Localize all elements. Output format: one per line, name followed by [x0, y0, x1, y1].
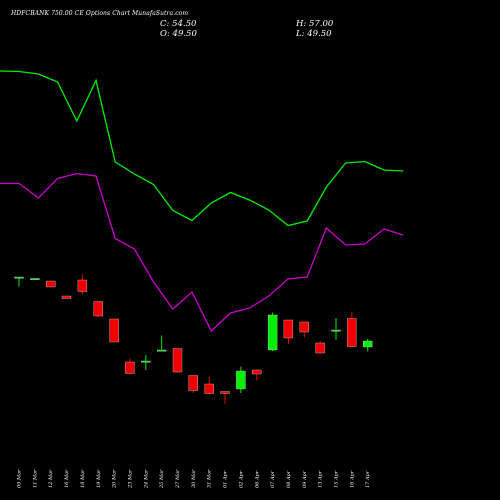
candle-17-apr: [363, 339, 373, 352]
candle-body: [93, 301, 103, 317]
candle-16-mar: [61, 295, 72, 299]
low-value: L: 49.50: [296, 29, 332, 39]
candle-31-mar: [204, 377, 214, 395]
candle-16-apr: [347, 311, 357, 347]
candle-body: [363, 340, 373, 348]
candle-27-mar: [172, 348, 183, 373]
magenta-indicator-line: [0, 172, 404, 333]
x-tick-label: 20 Mar: [112, 469, 118, 489]
x-tick-label: 02 Apr: [238, 470, 244, 488]
candle-09-apr: [299, 321, 309, 338]
candlestick-series: [14, 274, 373, 404]
candle-body: [125, 361, 135, 374]
candle-body: [172, 348, 183, 373]
candle-12-mar: [46, 280, 56, 288]
candle-07-apr: [267, 312, 278, 351]
candle-body: [283, 319, 294, 339]
x-tick-label: 27 Mar: [175, 469, 181, 489]
x-tick-label: 08 Apr: [286, 470, 292, 488]
open-value: O: 49.50: [160, 29, 197, 39]
close-value: C: 54.50: [160, 19, 197, 29]
candle-20-mar: [109, 318, 119, 343]
candle-25-mar: [157, 335, 167, 352]
x-tick-label: 31 Mar: [207, 469, 213, 488]
candle-body: [315, 342, 325, 354]
indicator-lines: [0, 70, 404, 333]
candle-body: [188, 375, 198, 391]
candle-body: [14, 276, 24, 279]
candle-body: [46, 280, 56, 288]
chart-title: HDFCBANK 750.00 CE Options Chart MunafaS…: [11, 10, 189, 17]
candle-body: [220, 391, 230, 394]
candle-body: [61, 295, 72, 299]
x-tick-label: 12 Mar: [48, 469, 54, 488]
candle-24-mar: [141, 355, 151, 370]
candle-body: [299, 321, 309, 333]
x-tick-label: 09 Mar: [17, 469, 23, 488]
x-tick-label: 24 Mar: [143, 469, 149, 489]
green-indicator-line: [0, 70, 404, 227]
candle-06-apr: [252, 369, 262, 381]
candle-body: [141, 360, 151, 363]
x-tick-label: 06 Apr: [254, 470, 260, 488]
candle-11-mar: [30, 278, 40, 280]
x-tick-label: 17 Apr: [365, 470, 371, 488]
x-tick-label: 25 Mar: [159, 469, 165, 489]
candle-body: [30, 278, 40, 280]
x-axis-date-labels: 09 Mar 11 Mar 12 Mar 16 Mar 18 Mar 19 Mar 20 M…: [17, 469, 372, 489]
high-value: H: 57.00: [296, 19, 334, 29]
x-tick-label: 07 Apr: [270, 470, 276, 488]
candle-30-mar: [188, 375, 198, 393]
x-tick-label: 18 Mar: [80, 469, 86, 488]
candle-body: [157, 349, 167, 352]
candle-body: [204, 383, 214, 394]
x-tick-label: 16 Mar: [64, 469, 70, 488]
candle-body: [109, 318, 119, 343]
candle-18-mar: [77, 274, 88, 294]
x-tick-label: 01 Apr: [223, 470, 229, 488]
candle-01-apr: [220, 391, 230, 404]
x-tick-label: 13 Apr: [318, 470, 324, 488]
candle-body: [267, 314, 278, 351]
x-tick-label: 09 Apr: [302, 470, 308, 488]
candle-body: [252, 369, 262, 375]
candle-19-mar: [93, 301, 103, 317]
x-tick-label: 30 Mar: [191, 469, 197, 488]
candle-09-mar: [14, 276, 24, 287]
candle-02-apr: [236, 366, 246, 393]
candle-23-mar: [125, 358, 135, 375]
x-tick-label: 23 Mar: [127, 469, 133, 489]
x-tick-label: 15 Apr: [334, 470, 340, 488]
candle-body: [77, 279, 88, 292]
x-tick-label: 19 Mar: [96, 469, 102, 488]
x-tick-label: 16 Apr: [349, 470, 355, 488]
candle-body: [331, 329, 341, 332]
candle-13-apr: [315, 341, 325, 354]
candle-body: [236, 370, 246, 390]
candle-08-apr: [283, 319, 294, 344]
candle-body: [347, 318, 357, 347]
candle-15-apr: [331, 318, 341, 340]
x-tick-label: 11 Mar: [32, 469, 38, 488]
